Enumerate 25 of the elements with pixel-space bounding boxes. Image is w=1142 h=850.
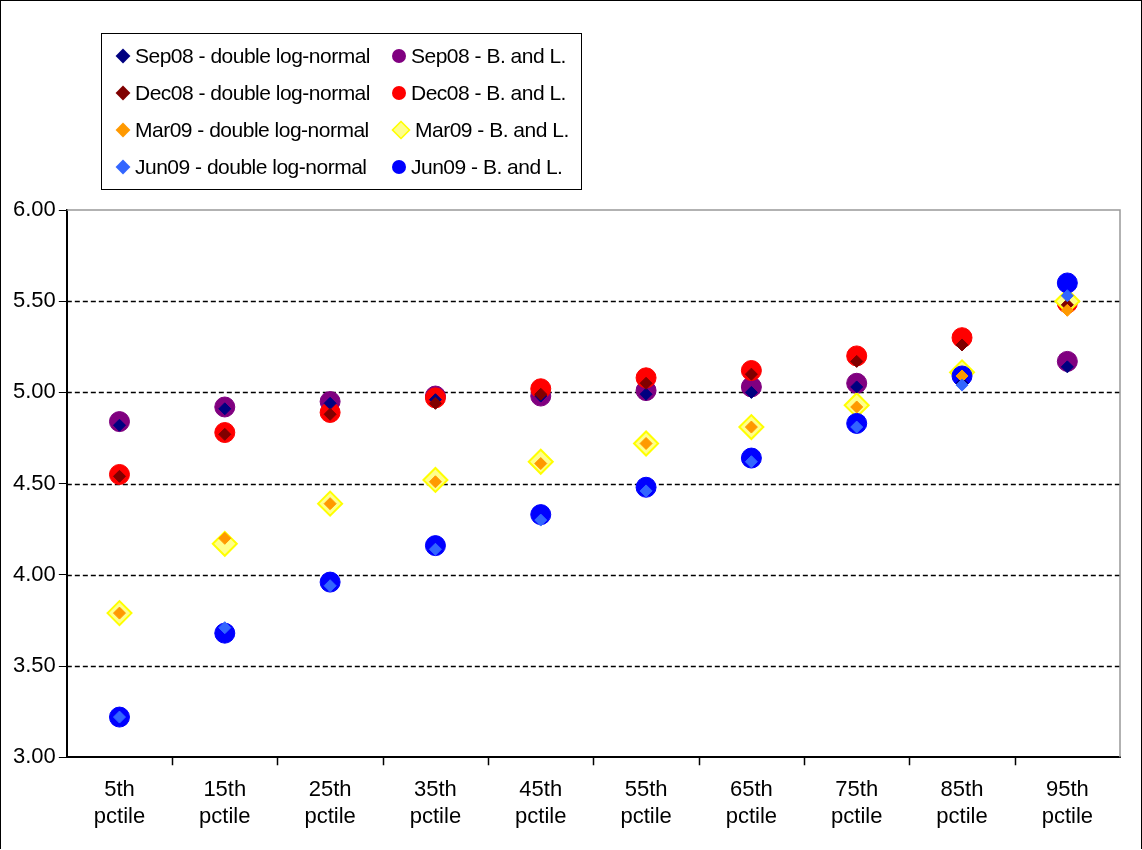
- legend-label: Mar09 - B. and L.: [415, 117, 569, 142]
- y-tick-label: 3.50: [12, 652, 56, 678]
- legend-label: Sep08 - double log-normal: [135, 43, 370, 68]
- legend-label: Jun09 - double log-normal: [135, 154, 367, 179]
- legend-label: Jun09 - B. and L.: [411, 154, 563, 179]
- legend-label: Mar09 - double log-normal: [135, 117, 369, 142]
- y-tick-label: 4.00: [12, 560, 56, 586]
- x-tick-label: 85th pctile: [936, 776, 988, 828]
- legend-label: Dec08 - B. and L.: [411, 80, 566, 105]
- x-tick-label: 75th pctile: [831, 776, 883, 828]
- x-tick-label: 35th pctile: [409, 776, 462, 828]
- x-tick-label: 25th pctile: [304, 776, 356, 828]
- y-tick-label: 6.00: [12, 196, 56, 222]
- y-tick-label: 3.00: [12, 743, 56, 769]
- legend-label: Dec08 - double log-normal: [135, 80, 370, 105]
- x-tick-label: 15th pctile: [199, 776, 251, 828]
- x-tick-label: 45th pctile: [515, 776, 567, 828]
- x-tick-label: 5th pctile: [93, 776, 146, 828]
- y-tick-label: 5.50: [12, 287, 56, 313]
- x-tick-label: 55th pctile: [620, 776, 672, 828]
- legend-label: Sep08 - B. and L.: [411, 43, 566, 68]
- y-tick-label: 5.00: [12, 378, 56, 404]
- y-tick-label: 4.50: [12, 469, 56, 495]
- x-tick-label: 95th pctile: [1041, 776, 1094, 828]
- x-tick-label: 65th pctile: [725, 776, 778, 828]
